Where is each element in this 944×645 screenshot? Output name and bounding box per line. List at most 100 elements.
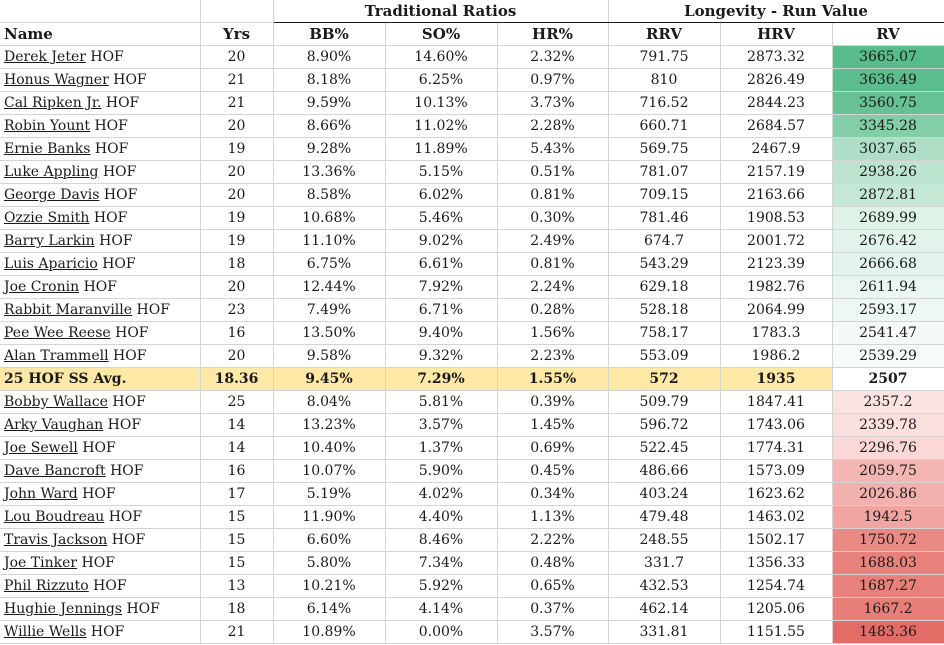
- table-row[interactable]: Dave Bancroft HOF 16 10.07% 5.90% 0.45% 486.6…: [0, 459, 944, 483]
- player-name-link[interactable]: Alan Trammell: [4, 348, 109, 364]
- bb-cell: 10.68%: [273, 206, 386, 230]
- rrv-cell: 791.75: [608, 45, 721, 69]
- player-name-link[interactable]: Ozzie Smith: [4, 210, 90, 226]
- yrs-cell: 16: [200, 321, 274, 345]
- bb-cell: 12.44%: [273, 275, 386, 299]
- table-row[interactable]: Robin Yount HOF 20 8.66% 11.02% 2.28% 660.71 2…: [0, 114, 944, 138]
- hr-cell: 2.49%: [497, 229, 609, 253]
- hr-cell: 0.69%: [497, 436, 609, 460]
- player-name-link[interactable]: Lou Boudreau: [4, 509, 105, 525]
- table-row[interactable]: Barry Larkin HOF 19 11.10% 9.02% 2.49% 674.7 2…: [0, 229, 944, 253]
- table-row[interactable]: Derek Jeter HOF 20 8.90% 14.60% 2.32% 791.75 2…: [0, 45, 944, 69]
- table-row[interactable]: John Ward HOF 17 5.19% 4.02% 0.34% 403.24 1623…: [0, 482, 944, 506]
- table-row[interactable]: Cal Ripken Jr. HOF 21 9.59% 10.13% 3.73% 716.…: [0, 91, 944, 115]
- col-header-hr[interactable]: HR%: [497, 22, 609, 46]
- player-name-cell: George Davis HOF: [0, 183, 201, 207]
- table-row[interactable]: Hughie Jennings HOF 18 6.14% 4.14% 0.37% 462.…: [0, 597, 944, 621]
- table-row[interactable]: Arky Vaughan HOF 14 13.23% 3.57% 1.45% 596.72…: [0, 413, 944, 437]
- table-row[interactable]: Honus Wagner HOF 21 8.18% 6.25% 0.97% 810 2826…: [0, 68, 944, 92]
- player-name-link[interactable]: Travis Jackson: [4, 532, 108, 548]
- table-row[interactable]: George Davis HOF 20 8.58% 6.02% 0.81% 709.15 2…: [0, 183, 944, 207]
- player-name-link[interactable]: Ernie Banks: [4, 141, 91, 157]
- so-cell: 5.46%: [385, 206, 498, 230]
- bb-cell: 10.21%: [273, 574, 386, 598]
- so-cell: 10.13%: [385, 91, 498, 115]
- hof-tag: HOF: [81, 555, 115, 571]
- rrv-cell: 543.29: [608, 252, 721, 276]
- hrv-cell: 2001.72: [720, 229, 833, 253]
- player-name-link[interactable]: Joe Cronin: [4, 279, 80, 295]
- table-row[interactable]: Ozzie Smith HOF 19 10.68% 5.46% 0.30% 781.46 1…: [0, 206, 944, 230]
- hof-tag: HOF: [93, 578, 127, 594]
- player-name-link[interactable]: Arky Vaughan: [4, 417, 104, 433]
- rv-cell: 2872.81: [832, 183, 944, 207]
- player-name-link[interactable]: Robin Yount: [4, 118, 90, 134]
- rv-cell: 1750.72: [832, 528, 944, 552]
- rrv-cell: 248.55: [608, 528, 721, 552]
- bb-cell: 5.19%: [273, 482, 386, 506]
- player-name-cell: Ernie Banks HOF: [0, 137, 201, 161]
- so-cell: 7.34%: [385, 551, 498, 575]
- rrv-cell: 758.17: [608, 321, 721, 345]
- player-name-cell: Travis Jackson HOF: [0, 528, 201, 552]
- bb-cell: 9.28%: [273, 137, 386, 161]
- player-name-link[interactable]: Dave Bancroft: [4, 463, 106, 479]
- player-name-link[interactable]: Barry Larkin: [4, 233, 95, 249]
- rrv-cell: 331.81: [608, 620, 721, 644]
- table-row[interactable]: Luis Aparicio HOF 18 6.75% 6.61% 0.81% 543.29…: [0, 252, 944, 276]
- player-name-link[interactable]: Derek Jeter: [4, 49, 86, 65]
- table-row[interactable]: Willie Wells HOF 21 10.89% 0.00% 3.57% 331.81…: [0, 620, 944, 644]
- col-header-bb[interactable]: BB%: [273, 22, 386, 46]
- hrv-cell: 2157.19: [720, 160, 833, 184]
- table-row[interactable]: Joe Tinker HOF 15 5.80% 7.34% 0.48% 331.7 1356…: [0, 551, 944, 575]
- table-row[interactable]: Joe Sewell HOF 14 10.40% 1.37% 0.69% 522.45 17…: [0, 436, 944, 460]
- table-row[interactable]: Luke Appling HOF 20 13.36% 5.15% 0.51% 781.07…: [0, 160, 944, 184]
- table-row[interactable]: Alan Trammell HOF 20 9.58% 9.32% 2.23% 553.09…: [0, 344, 944, 368]
- rrv-cell: 528.18: [608, 298, 721, 322]
- hrv-cell: 1982.76: [720, 275, 833, 299]
- table-row[interactable]: Bobby Wallace HOF 25 8.04% 5.81% 0.39% 509.79…: [0, 390, 944, 414]
- player-name-link[interactable]: Bobby Wallace: [4, 394, 108, 410]
- col-header-rv[interactable]: RV: [832, 22, 944, 46]
- player-name-link[interactable]: Hughie Jennings: [4, 601, 122, 617]
- player-name-link[interactable]: Joe Tinker: [4, 555, 78, 571]
- col-header-hrv[interactable]: HRV: [720, 22, 833, 46]
- table-row[interactable]: Rabbit Maranville HOF 23 7.49% 6.71% 0.28% 52…: [0, 298, 944, 322]
- bb-cell: 9.58%: [273, 344, 386, 368]
- so-cell: 6.71%: [385, 298, 498, 322]
- col-header-so[interactable]: SO%: [385, 22, 498, 46]
- bb-cell: 5.80%: [273, 551, 386, 575]
- player-name-link[interactable]: Willie Wells: [4, 624, 87, 640]
- table-row[interactable]: Pee Wee Reese HOF 16 13.50% 9.40% 1.56% 758.1…: [0, 321, 944, 345]
- table-row[interactable]: Ernie Banks HOF 19 9.28% 11.89% 5.43% 569.75 2…: [0, 137, 944, 161]
- bb-cell: 11.10%: [273, 229, 386, 253]
- player-name-link[interactable]: John Ward: [4, 486, 78, 502]
- rv-cell: 1688.03: [832, 551, 944, 575]
- player-name-link[interactable]: Luke Appling: [4, 164, 99, 180]
- avg-bb-cell: 9.45%: [273, 367, 386, 391]
- player-name-link[interactable]: Pee Wee Reese: [4, 325, 111, 341]
- table-row[interactable]: Lou Boudreau HOF 15 11.90% 4.40% 1.13% 479.48…: [0, 505, 944, 529]
- hr-cell: 2.23%: [497, 344, 609, 368]
- table-row[interactable]: Joe Cronin HOF 20 12.44% 7.92% 2.24% 629.18 19…: [0, 275, 944, 299]
- player-name-link[interactable]: George Davis: [4, 187, 100, 203]
- so-cell: 3.57%: [385, 413, 498, 437]
- table-row[interactable]: Travis Jackson HOF 15 6.60% 8.46% 2.22% 248.5…: [0, 528, 944, 552]
- player-name-link[interactable]: Honus Wagner: [4, 72, 109, 88]
- player-name-link[interactable]: Phil Rizzuto: [4, 578, 89, 594]
- rv-cell: 2593.17: [832, 298, 944, 322]
- rv-cell: 2666.68: [832, 252, 944, 276]
- player-name-link[interactable]: Cal Ripken Jr.: [4, 95, 102, 111]
- player-name-link[interactable]: Rabbit Maranville: [4, 302, 133, 318]
- rrv-cell: 709.15: [608, 183, 721, 207]
- rv-cell: 3665.07: [832, 45, 944, 69]
- player-name-link[interactable]: Joe Sewell: [4, 440, 78, 456]
- average-row[interactable]: 25 HOF SS Avg. 18.36 9.45% 7.29% 1.55% 5…: [0, 367, 944, 391]
- table-row[interactable]: Phil Rizzuto HOF 13 10.21% 5.92% 0.65% 432.53…: [0, 574, 944, 598]
- col-header-name[interactable]: Name: [0, 22, 201, 46]
- col-header-yrs[interactable]: Yrs: [200, 22, 274, 46]
- bb-cell: 7.49%: [273, 298, 386, 322]
- col-header-rrv[interactable]: RRV: [608, 22, 721, 46]
- player-name-link[interactable]: Luis Aparicio: [4, 256, 98, 272]
- hr-cell: 2.22%: [497, 528, 609, 552]
